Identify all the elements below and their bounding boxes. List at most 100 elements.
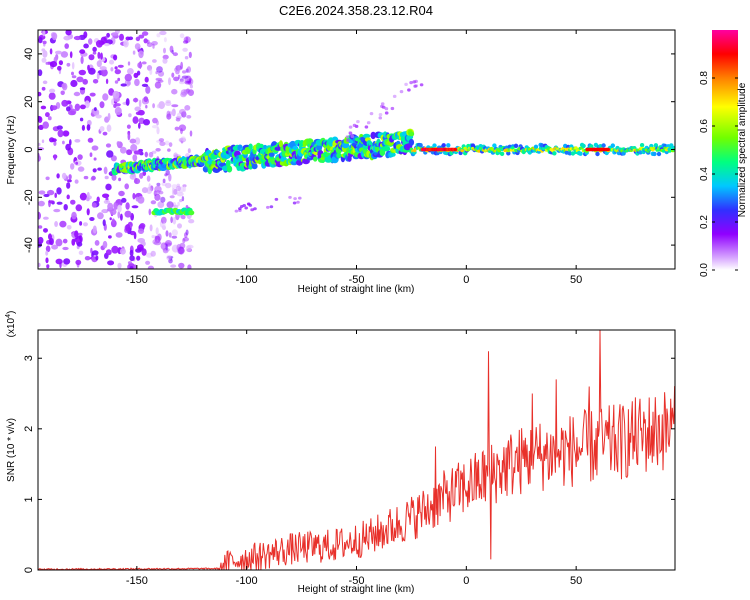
noise-speck bbox=[145, 104, 148, 109]
noise-speck bbox=[71, 238, 76, 246]
noise-speck bbox=[152, 239, 158, 245]
noise-speck bbox=[67, 179, 72, 183]
noise-speck bbox=[117, 64, 124, 68]
noise-speck bbox=[57, 65, 62, 71]
noise-speck bbox=[54, 221, 58, 227]
main-trace-pixel bbox=[144, 165, 149, 171]
noise-speck bbox=[145, 85, 151, 94]
noise-speck bbox=[70, 199, 76, 205]
noise-speck bbox=[94, 240, 100, 246]
noise-speck bbox=[171, 235, 178, 239]
noise-speck bbox=[73, 91, 81, 97]
noise-speck bbox=[75, 161, 79, 165]
noise-speck bbox=[180, 136, 186, 142]
noise-speck bbox=[179, 199, 183, 203]
noise-speck bbox=[47, 116, 52, 121]
noise-speck bbox=[130, 144, 138, 152]
noise-speck bbox=[92, 225, 97, 234]
noise-speck bbox=[133, 72, 139, 78]
noise-speck bbox=[53, 154, 57, 161]
noise-speck bbox=[97, 167, 102, 171]
noise-speck bbox=[163, 37, 167, 43]
noise-speck bbox=[125, 202, 130, 210]
noise-speck bbox=[138, 50, 144, 59]
faint-streak-pixel bbox=[419, 83, 424, 87]
noise-speck bbox=[150, 250, 156, 257]
faint-streak-pixel bbox=[369, 112, 374, 116]
zero-line-core bbox=[661, 149, 666, 153]
noise-speck bbox=[141, 61, 147, 65]
faint-streak-pixel bbox=[352, 123, 357, 127]
noise-speck bbox=[49, 61, 58, 68]
noise-speck bbox=[43, 193, 50, 198]
noise-speck bbox=[75, 204, 83, 212]
faint-streak-pixel bbox=[274, 197, 279, 201]
main-trace-pixel bbox=[362, 133, 371, 139]
noise-speck bbox=[134, 43, 141, 50]
noise-speck bbox=[42, 40, 47, 45]
noise-speck bbox=[180, 128, 183, 135]
noise-speck bbox=[54, 192, 57, 198]
noise-speck bbox=[71, 71, 74, 76]
noise-speck bbox=[71, 61, 75, 70]
noise-speck bbox=[38, 124, 44, 130]
faint-streak-pixel bbox=[366, 121, 371, 125]
noise-speck bbox=[156, 33, 161, 38]
noise-speck bbox=[78, 250, 84, 255]
spectrogram-x-ticks: -150 -100 -50 0 50 bbox=[126, 30, 582, 286]
noise-speck bbox=[159, 30, 167, 36]
noise-speck bbox=[56, 125, 63, 130]
noise-speck bbox=[43, 228, 48, 233]
noise-speck bbox=[111, 218, 115, 225]
noise-speck bbox=[156, 120, 159, 126]
noise-speck bbox=[79, 192, 87, 201]
noise-speck bbox=[65, 143, 71, 151]
noise-speck bbox=[63, 258, 71, 265]
x-tick-label: -50 bbox=[349, 274, 365, 286]
noise-speck bbox=[187, 148, 191, 154]
zero-line-core bbox=[667, 149, 672, 153]
noise-speck bbox=[105, 78, 109, 85]
noise-speck bbox=[126, 149, 133, 156]
noise-speck bbox=[103, 199, 111, 204]
colorbar-tick-label: 0.0 bbox=[699, 263, 710, 277]
noise-speck bbox=[80, 56, 84, 65]
noise-speck bbox=[56, 173, 60, 179]
noise-speck bbox=[114, 103, 121, 107]
noise-speck bbox=[162, 58, 168, 64]
noise-speck bbox=[114, 69, 122, 75]
faint-streak-pixel bbox=[384, 111, 389, 115]
zero-line-halo bbox=[601, 143, 606, 148]
noise-speck bbox=[86, 124, 91, 131]
noise-speck bbox=[83, 222, 88, 227]
colorbar-gradient bbox=[712, 30, 738, 270]
faint-streak-pixel bbox=[234, 209, 239, 213]
noise-speck bbox=[176, 185, 181, 192]
faint-streak-pixel bbox=[407, 88, 411, 92]
noise-speck bbox=[162, 222, 166, 229]
noise-speck bbox=[55, 50, 62, 55]
noise-speck bbox=[94, 107, 97, 112]
noise-speck bbox=[129, 173, 137, 180]
noise-speck bbox=[164, 140, 170, 146]
faint-streak-pixel bbox=[380, 102, 385, 106]
zero-line-halo bbox=[506, 151, 511, 156]
noise-speck bbox=[120, 213, 123, 221]
noise-speck bbox=[125, 224, 131, 232]
noise-speck bbox=[110, 67, 114, 72]
noise-speck bbox=[184, 56, 189, 60]
noise-speck bbox=[91, 145, 99, 151]
colorbar-tick-label: 0.2 bbox=[699, 215, 710, 229]
faint-streak-pixel bbox=[248, 203, 253, 207]
noise-speck bbox=[151, 235, 156, 239]
noise-speck bbox=[173, 76, 180, 82]
colorbar: 0.0 0.2 0.4 0.6 0.8 Normalized spectral ampl… bbox=[699, 30, 748, 277]
noise-speck bbox=[103, 166, 108, 175]
zero-line-halo bbox=[653, 143, 659, 148]
noise-speck bbox=[110, 155, 117, 162]
zero-line-halo bbox=[418, 143, 423, 148]
noise-speck bbox=[186, 66, 191, 73]
noise-speck bbox=[41, 57, 47, 63]
noise-speck bbox=[185, 245, 192, 252]
noise-speck bbox=[111, 245, 119, 254]
